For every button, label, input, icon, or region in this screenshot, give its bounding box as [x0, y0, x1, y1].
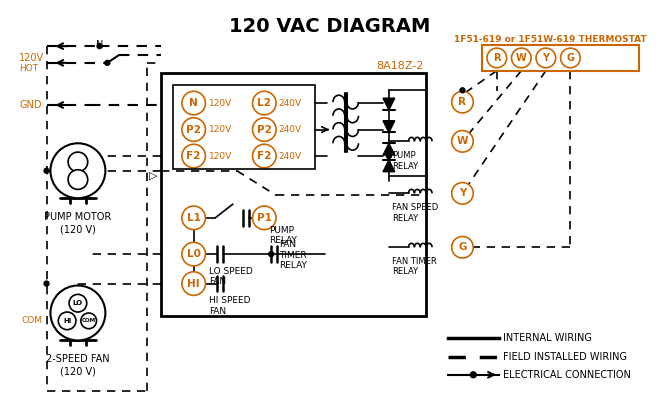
Text: W: W — [516, 53, 527, 63]
Circle shape — [182, 206, 206, 230]
Circle shape — [452, 131, 473, 152]
Circle shape — [253, 144, 276, 168]
Text: FIELD INSTALLED WIRING: FIELD INSTALLED WIRING — [502, 352, 626, 362]
Text: 8A18Z-2: 8A18Z-2 — [376, 61, 423, 71]
Text: 1F51-619 or 1F51W-619 THERMOSTAT: 1F51-619 or 1F51W-619 THERMOSTAT — [454, 35, 647, 44]
Text: P1: P1 — [257, 213, 272, 223]
Text: LO: LO — [73, 300, 83, 306]
Circle shape — [68, 152, 88, 172]
Text: COM: COM — [82, 318, 96, 323]
Polygon shape — [383, 121, 395, 132]
Circle shape — [452, 183, 473, 204]
Text: FAN TIMER
RELAY: FAN TIMER RELAY — [392, 257, 437, 277]
Circle shape — [253, 91, 276, 115]
Text: LO SPEED
FAN: LO SPEED FAN — [209, 267, 253, 286]
Circle shape — [182, 272, 206, 295]
Circle shape — [182, 91, 206, 115]
Circle shape — [387, 101, 391, 106]
Polygon shape — [383, 98, 395, 110]
Polygon shape — [383, 143, 395, 155]
Bar — [482, 45, 639, 71]
Text: 240V: 240V — [278, 98, 301, 108]
Circle shape — [460, 88, 465, 93]
Text: 240V: 240V — [278, 125, 301, 134]
Circle shape — [511, 48, 531, 68]
Circle shape — [452, 236, 473, 258]
Text: F2: F2 — [186, 151, 201, 161]
Text: HI SPEED
FAN: HI SPEED FAN — [209, 296, 251, 316]
Circle shape — [58, 312, 76, 330]
Circle shape — [561, 48, 580, 68]
Text: HI: HI — [63, 318, 71, 324]
Circle shape — [44, 281, 49, 286]
Circle shape — [536, 48, 555, 68]
Text: 120V: 120V — [19, 53, 44, 63]
Text: L1: L1 — [187, 213, 200, 223]
Text: HI: HI — [188, 279, 200, 289]
Text: PUMP
RELAY: PUMP RELAY — [269, 226, 297, 245]
Text: R: R — [493, 53, 500, 63]
Circle shape — [182, 118, 206, 141]
Text: P2: P2 — [186, 124, 201, 134]
Circle shape — [69, 295, 86, 312]
Circle shape — [81, 313, 96, 328]
Text: F2: F2 — [257, 151, 271, 161]
Circle shape — [50, 285, 105, 341]
Text: 120V: 120V — [209, 152, 232, 160]
Text: 2-SPEED FAN
(120 V): 2-SPEED FAN (120 V) — [46, 354, 110, 377]
Text: PUMP
RELAY: PUMP RELAY — [392, 151, 418, 171]
Text: 120V: 120V — [209, 125, 232, 134]
Text: P2: P2 — [257, 124, 272, 134]
Text: L0: L0 — [187, 249, 200, 259]
Text: W: W — [457, 136, 468, 146]
Text: N: N — [190, 98, 198, 108]
Polygon shape — [383, 160, 395, 172]
Text: HOT: HOT — [19, 64, 38, 73]
Text: INTERNAL WIRING: INTERNAL WIRING — [502, 333, 592, 342]
Circle shape — [68, 170, 88, 189]
Circle shape — [487, 48, 507, 68]
Text: 240V: 240V — [278, 152, 301, 160]
Text: PUMP MOTOR
(120 V): PUMP MOTOR (120 V) — [44, 212, 111, 234]
Text: 120 VAC DIAGRAM: 120 VAC DIAGRAM — [229, 17, 431, 36]
Text: FAN SPEED
RELAY: FAN SPEED RELAY — [392, 203, 438, 222]
Circle shape — [253, 206, 276, 230]
Circle shape — [182, 242, 206, 266]
Text: G: G — [458, 242, 467, 252]
Text: ▷: ▷ — [149, 171, 157, 181]
Circle shape — [387, 154, 391, 158]
Text: 120V: 120V — [209, 98, 232, 108]
Circle shape — [452, 91, 473, 113]
Text: FAN
TIMER
RELAY: FAN TIMER RELAY — [279, 241, 307, 270]
Bar — [173, 85, 316, 169]
Text: ELECTRICAL CONNECTION: ELECTRICAL CONNECTION — [502, 370, 630, 380]
Circle shape — [470, 372, 476, 378]
Text: Y: Y — [459, 188, 466, 198]
Circle shape — [182, 144, 206, 168]
Text: G: G — [566, 53, 574, 63]
Text: N: N — [96, 40, 103, 50]
Bar — [161, 72, 426, 316]
Text: COM: COM — [21, 316, 43, 325]
Text: L2: L2 — [257, 98, 271, 108]
Circle shape — [269, 252, 273, 256]
Circle shape — [50, 143, 105, 198]
Circle shape — [44, 168, 49, 173]
Circle shape — [253, 118, 276, 141]
Text: GND: GND — [19, 100, 42, 110]
Text: Y: Y — [542, 53, 549, 63]
Circle shape — [97, 44, 102, 49]
Text: R: R — [458, 97, 466, 107]
Circle shape — [105, 60, 110, 65]
